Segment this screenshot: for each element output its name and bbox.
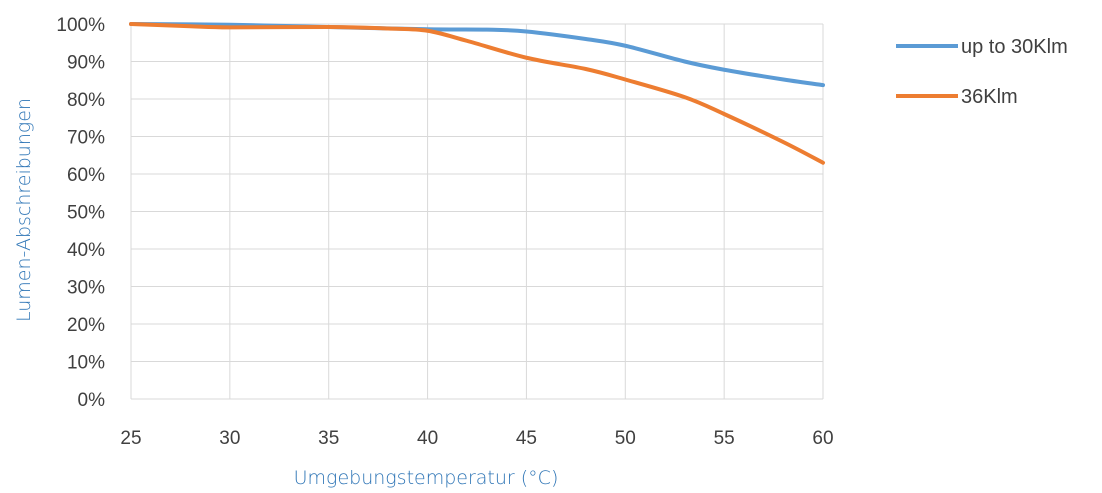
y-tick-label: 60% (67, 165, 105, 186)
x-axis-ticks: 25 30 35 40 45 50 55 60 (120, 428, 833, 449)
x-tick-label: 55 (714, 428, 735, 449)
y-tick-label: 100% (56, 15, 105, 36)
y-axis-ticks: 0% 10% 20% 30% 40% 50% 60% 70% 80% 90% 100% (56, 15, 105, 411)
x-tick-label: 60 (812, 428, 833, 449)
series-line-2 (129, 22, 825, 165)
x-tick-label: 35 (318, 428, 339, 449)
legend-label: 36Klm (961, 86, 1018, 108)
y-tick-label: 20% (67, 315, 105, 336)
legend: up to 30Klm 36Klm (896, 36, 1068, 108)
y-tick-label: 30% (67, 278, 105, 299)
y-tick-label: 40% (67, 240, 105, 261)
x-tick-label: 45 (516, 428, 537, 449)
x-tick-label: 30 (219, 428, 240, 449)
y-tick-label: 50% (67, 203, 105, 224)
y-tick-label: 0% (78, 390, 106, 411)
y-tick-label: 70% (67, 128, 105, 149)
y-tick-label: 10% (67, 353, 105, 374)
x-tick-label: 40 (417, 428, 438, 449)
series-line-1 (129, 22, 825, 88)
x-axis-title: Umgebungstemperatur (°C) (294, 467, 559, 489)
y-axis-title: Lumen-Abschreibungen (13, 98, 35, 322)
y-tick-label: 90% (67, 53, 105, 74)
legend-label: up to 30Klm (961, 36, 1068, 58)
grid (130, 23, 824, 400)
y-tick-label: 80% (67, 90, 105, 111)
x-tick-label: 25 (120, 428, 141, 449)
series-lines (129, 22, 825, 165)
x-tick-label: 50 (615, 428, 636, 449)
